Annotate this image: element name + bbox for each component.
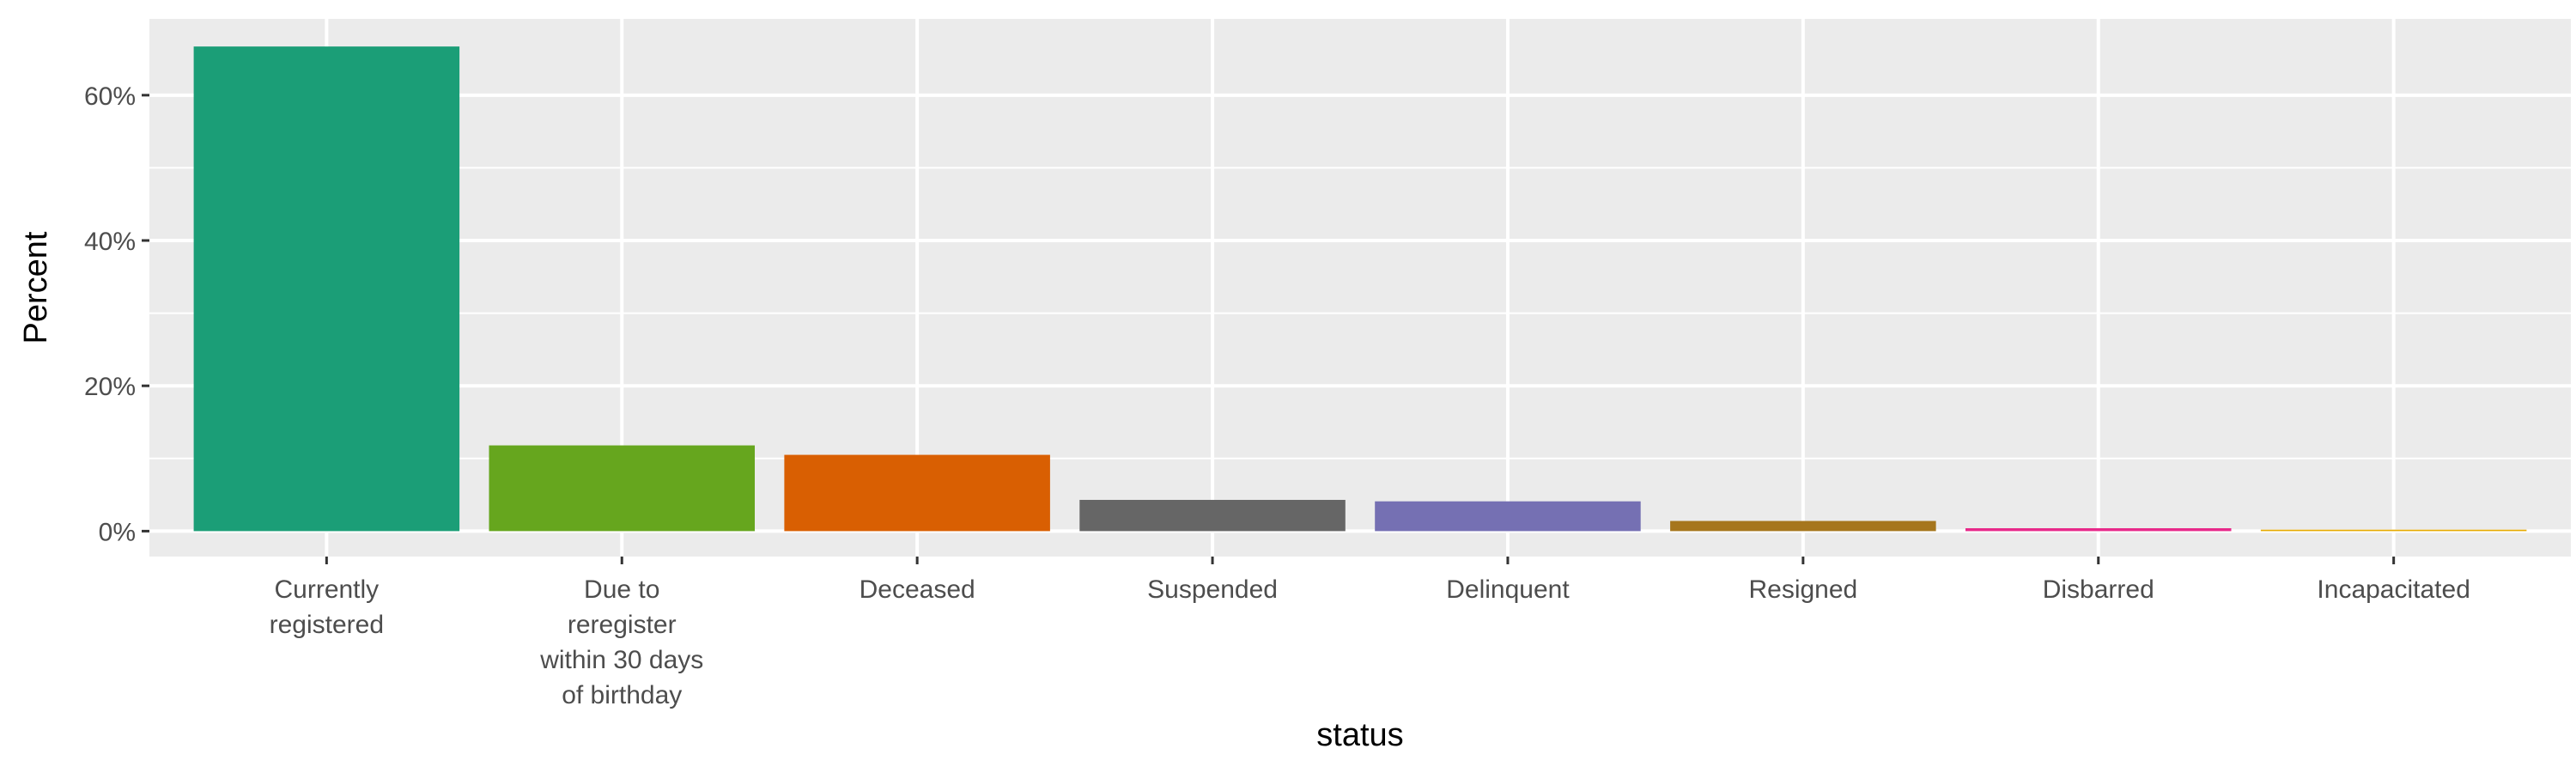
bar bbox=[1965, 528, 2232, 532]
bar bbox=[1670, 520, 1936, 532]
y-tick-label: 0% bbox=[99, 518, 136, 546]
x-tick-label: Delinquent bbox=[1446, 575, 1570, 604]
y-tick-label: 20% bbox=[84, 373, 136, 401]
bar bbox=[193, 46, 460, 532]
y-tick-label: 40% bbox=[84, 228, 136, 256]
x-axis: Currently registered Due to reregister withi… bbox=[270, 557, 2470, 709]
bar bbox=[2260, 529, 2527, 532]
bar bbox=[1079, 500, 1346, 532]
bar bbox=[489, 445, 755, 532]
x-tick-label: Suspended bbox=[1147, 575, 1278, 604]
x-tick-label: Currently registered bbox=[270, 575, 384, 639]
bar bbox=[784, 454, 1050, 532]
x-tick-label: Incapacitated bbox=[2317, 575, 2470, 604]
x-tick-label: Deceased bbox=[860, 575, 975, 604]
x-tick-label: Due to reregister within 30 days of birthda… bbox=[539, 575, 703, 709]
x-tick-label: Resigned bbox=[1748, 575, 1857, 604]
bars bbox=[193, 46, 2527, 532]
bar bbox=[1375, 501, 1641, 532]
x-axis-title: status bbox=[1316, 717, 1403, 753]
y-tick-label: 60% bbox=[84, 82, 136, 111]
y-axis-title: Percent bbox=[18, 231, 54, 344]
x-tick-label: Disbarred bbox=[2043, 575, 2154, 604]
y-axis: 0% 20% 40% 60% bbox=[84, 82, 149, 546]
